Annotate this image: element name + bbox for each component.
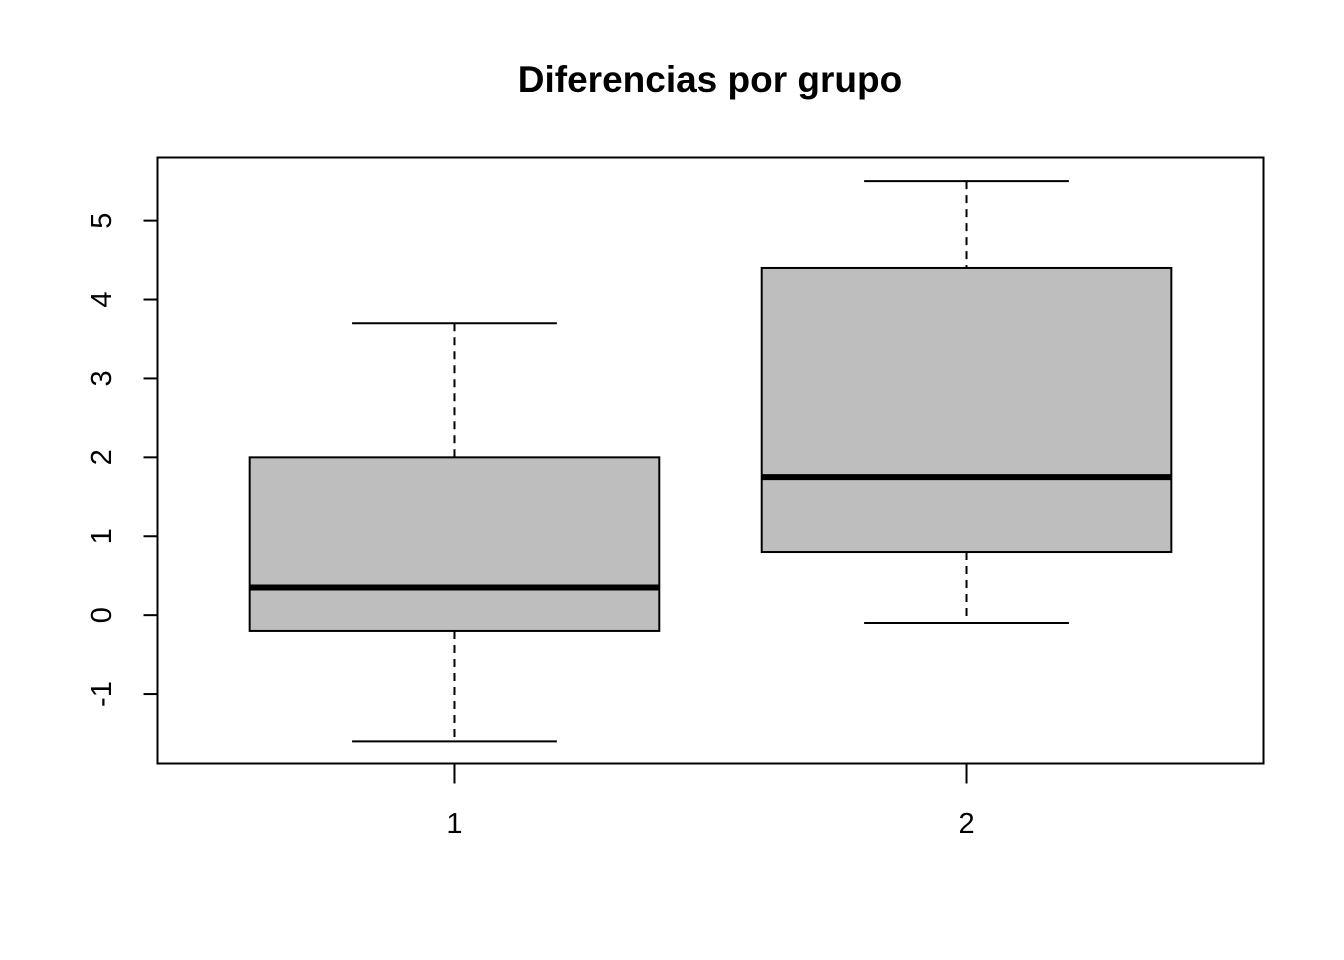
x-tick-label: 2 [958,808,974,840]
box-group-2 [760,180,1173,625]
boxes [248,180,1173,743]
chart-title: Diferencias por grupo [518,59,902,100]
y-tick-label: -1 [86,681,118,707]
plot-frame [156,156,1265,765]
box-iqr [760,266,1173,554]
box-group-1 [248,322,661,743]
y-tick-label: 4 [86,291,118,307]
y-tick-label: 1 [86,528,118,544]
y-axis: -1 0 1 2 3 4 5 [86,213,158,707]
box-iqr [248,456,661,632]
y-tick-label: 0 [86,607,118,623]
y-tick-label: 2 [86,449,118,465]
y-tick-label: 3 [86,370,118,386]
y-tick-label: 5 [86,213,118,229]
x-tick-label: 1 [446,808,462,840]
